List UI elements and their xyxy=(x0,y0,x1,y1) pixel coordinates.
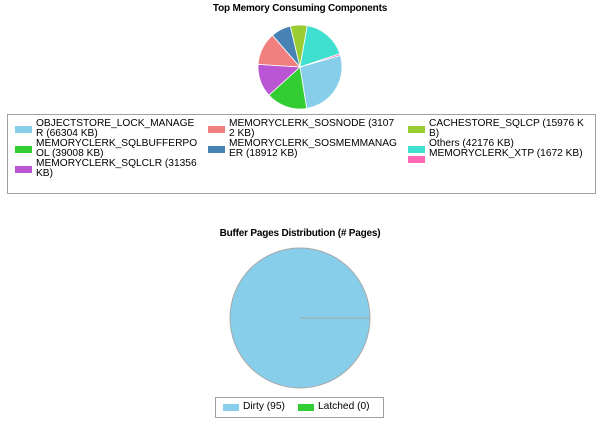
legend-swatch xyxy=(223,404,239,411)
legend-label: MEMORYCLERK_SOSNODE (31072 KB) xyxy=(229,118,395,139)
legend-item: MEMORYCLERK_SQLBUFFERPOOL (39008 KB) xyxy=(15,138,200,159)
legend-swatch xyxy=(208,146,225,153)
legend-swatch xyxy=(208,126,225,133)
legend-item: Latched (0) xyxy=(298,401,370,412)
legend-column: MEMORYCLERK_SOSNODE (31072 KB) MEMORYCLER… xyxy=(208,118,398,159)
legend-column: CACHESTORE_SQLCP (15976 KB) Others (42176… xyxy=(408,118,588,163)
pie1-slice-objectstore-lock-manager xyxy=(299,54,343,109)
legend-item: OBJECTSTORE_LOCK_MANAGER (66304 KB) xyxy=(15,118,200,139)
legend-swatch xyxy=(15,166,32,173)
legend-swatch xyxy=(15,146,32,153)
legend-buffer-pages: Dirty (95) Latched (0) xyxy=(215,397,384,418)
legend-label: MEMORYCLERK_XTP (1672 KB) xyxy=(429,148,583,159)
legend-swatch xyxy=(408,156,425,163)
legend-column: OBJECTSTORE_LOCK_MANAGER (66304 KB) MEMOR… xyxy=(15,118,200,179)
legend-label: MEMORYCLERK_SQLCLR (31356 KB) xyxy=(36,158,197,179)
legend-item: Dirty (95) xyxy=(223,401,285,412)
legend-top-memory: OBJECTSTORE_LOCK_MANAGER (66304 KB) MEMOR… xyxy=(7,114,596,194)
pie1-slice-memoryclerk-xtp xyxy=(299,53,341,68)
legend-swatch xyxy=(15,126,32,133)
legend-item: CACHESTORE_SQLCP (15976 KB) xyxy=(408,118,588,139)
chart-title-top-memory: Top Memory Consuming Components xyxy=(212,3,388,14)
legend-label: Dirty (95) xyxy=(243,401,285,412)
legend-swatch xyxy=(298,404,314,411)
legend-label: MEMORYCLERK_SOSMEMMANAGER (18912 KB) xyxy=(229,138,397,159)
legend-item: Others (42176 KB) xyxy=(408,138,588,153)
legend-label: Latched (0) xyxy=(318,401,370,412)
legend-label: OBJECTSTORE_LOCK_MANAGER (66304 KB) xyxy=(36,118,195,139)
legend-swatch xyxy=(408,126,425,133)
legend-label: Others (42176 KB) xyxy=(429,138,514,149)
legend-item: MEMORYCLERK_SOSMEMMANAGER (18912 KB) xyxy=(208,138,398,159)
chart-title-buffer-pages: Buffer Pages Distribution (# Pages) xyxy=(219,228,381,239)
legend-item: MEMORYCLERK_SQLCLR (31356 KB) xyxy=(15,158,200,179)
legend-label: CACHESTORE_SQLCP (15976 KB) xyxy=(429,118,584,139)
legend-swatch xyxy=(408,146,425,153)
legend-label: MEMORYCLERK_SQLBUFFERPOOL (39008 KB) xyxy=(36,138,198,159)
legend-item: MEMORYCLERK_XTP (1672 KB) xyxy=(408,148,588,163)
legend-item: MEMORYCLERK_SOSNODE (31072 KB) xyxy=(208,118,398,139)
